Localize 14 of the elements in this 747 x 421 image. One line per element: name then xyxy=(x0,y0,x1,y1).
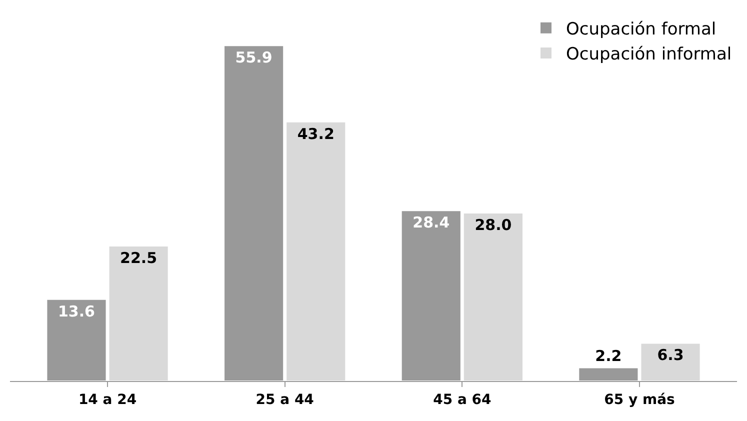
legend-label: Ocupación formal xyxy=(566,20,716,40)
data-label: 43.2 xyxy=(297,124,334,143)
x-tick-label: 65 y más xyxy=(604,392,675,408)
data-label: 28.0 xyxy=(474,216,512,234)
x-tick-label: 14 a 24 xyxy=(78,392,137,408)
data-label: 13.6 xyxy=(58,302,95,320)
legend-label: Ocupación informal xyxy=(566,44,732,65)
data-label: 55.9 xyxy=(235,48,272,67)
data-label: 6.3 xyxy=(657,346,684,364)
x-tick-label: 45 a 64 xyxy=(433,392,492,408)
data-label: 22.5 xyxy=(120,249,158,268)
data-label: 28.4 xyxy=(412,214,450,232)
data-label: 2.2 xyxy=(595,346,622,365)
x-tick-label: 25 a 44 xyxy=(256,392,314,408)
